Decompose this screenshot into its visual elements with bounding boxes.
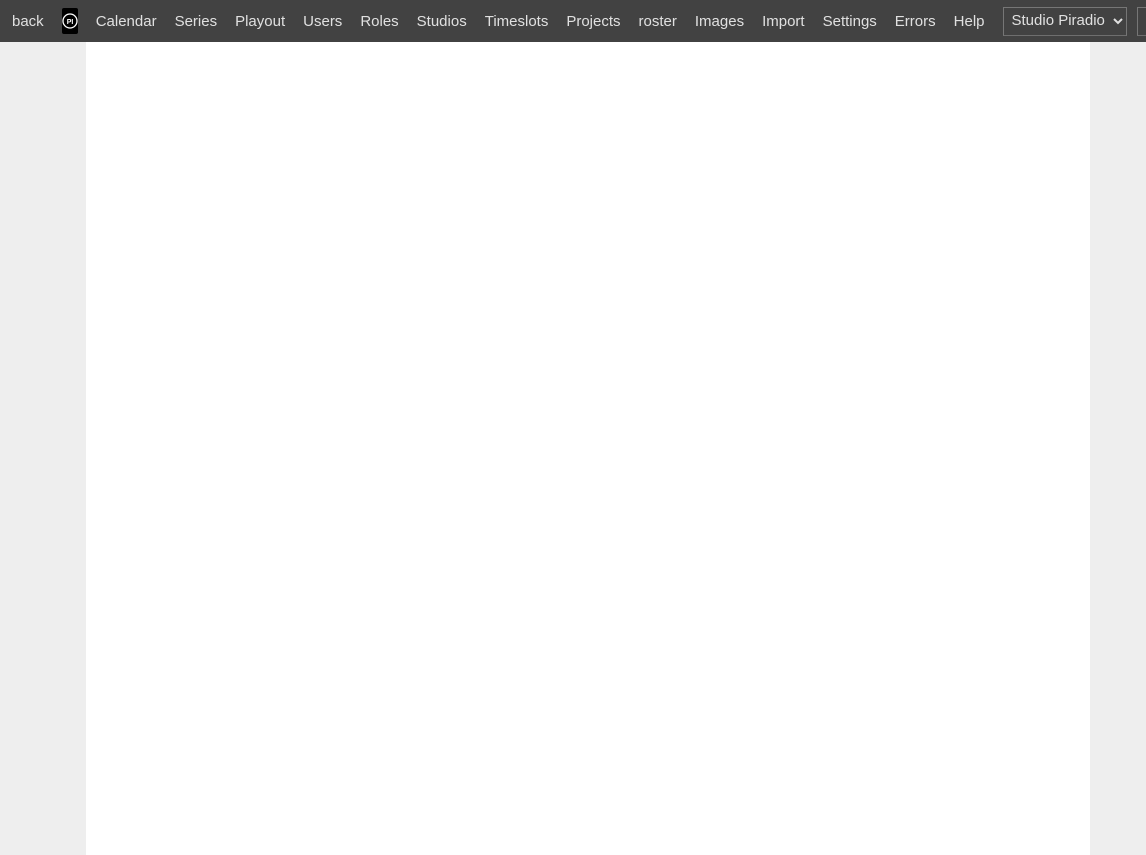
svg-text:PI: PI [66, 19, 73, 26]
